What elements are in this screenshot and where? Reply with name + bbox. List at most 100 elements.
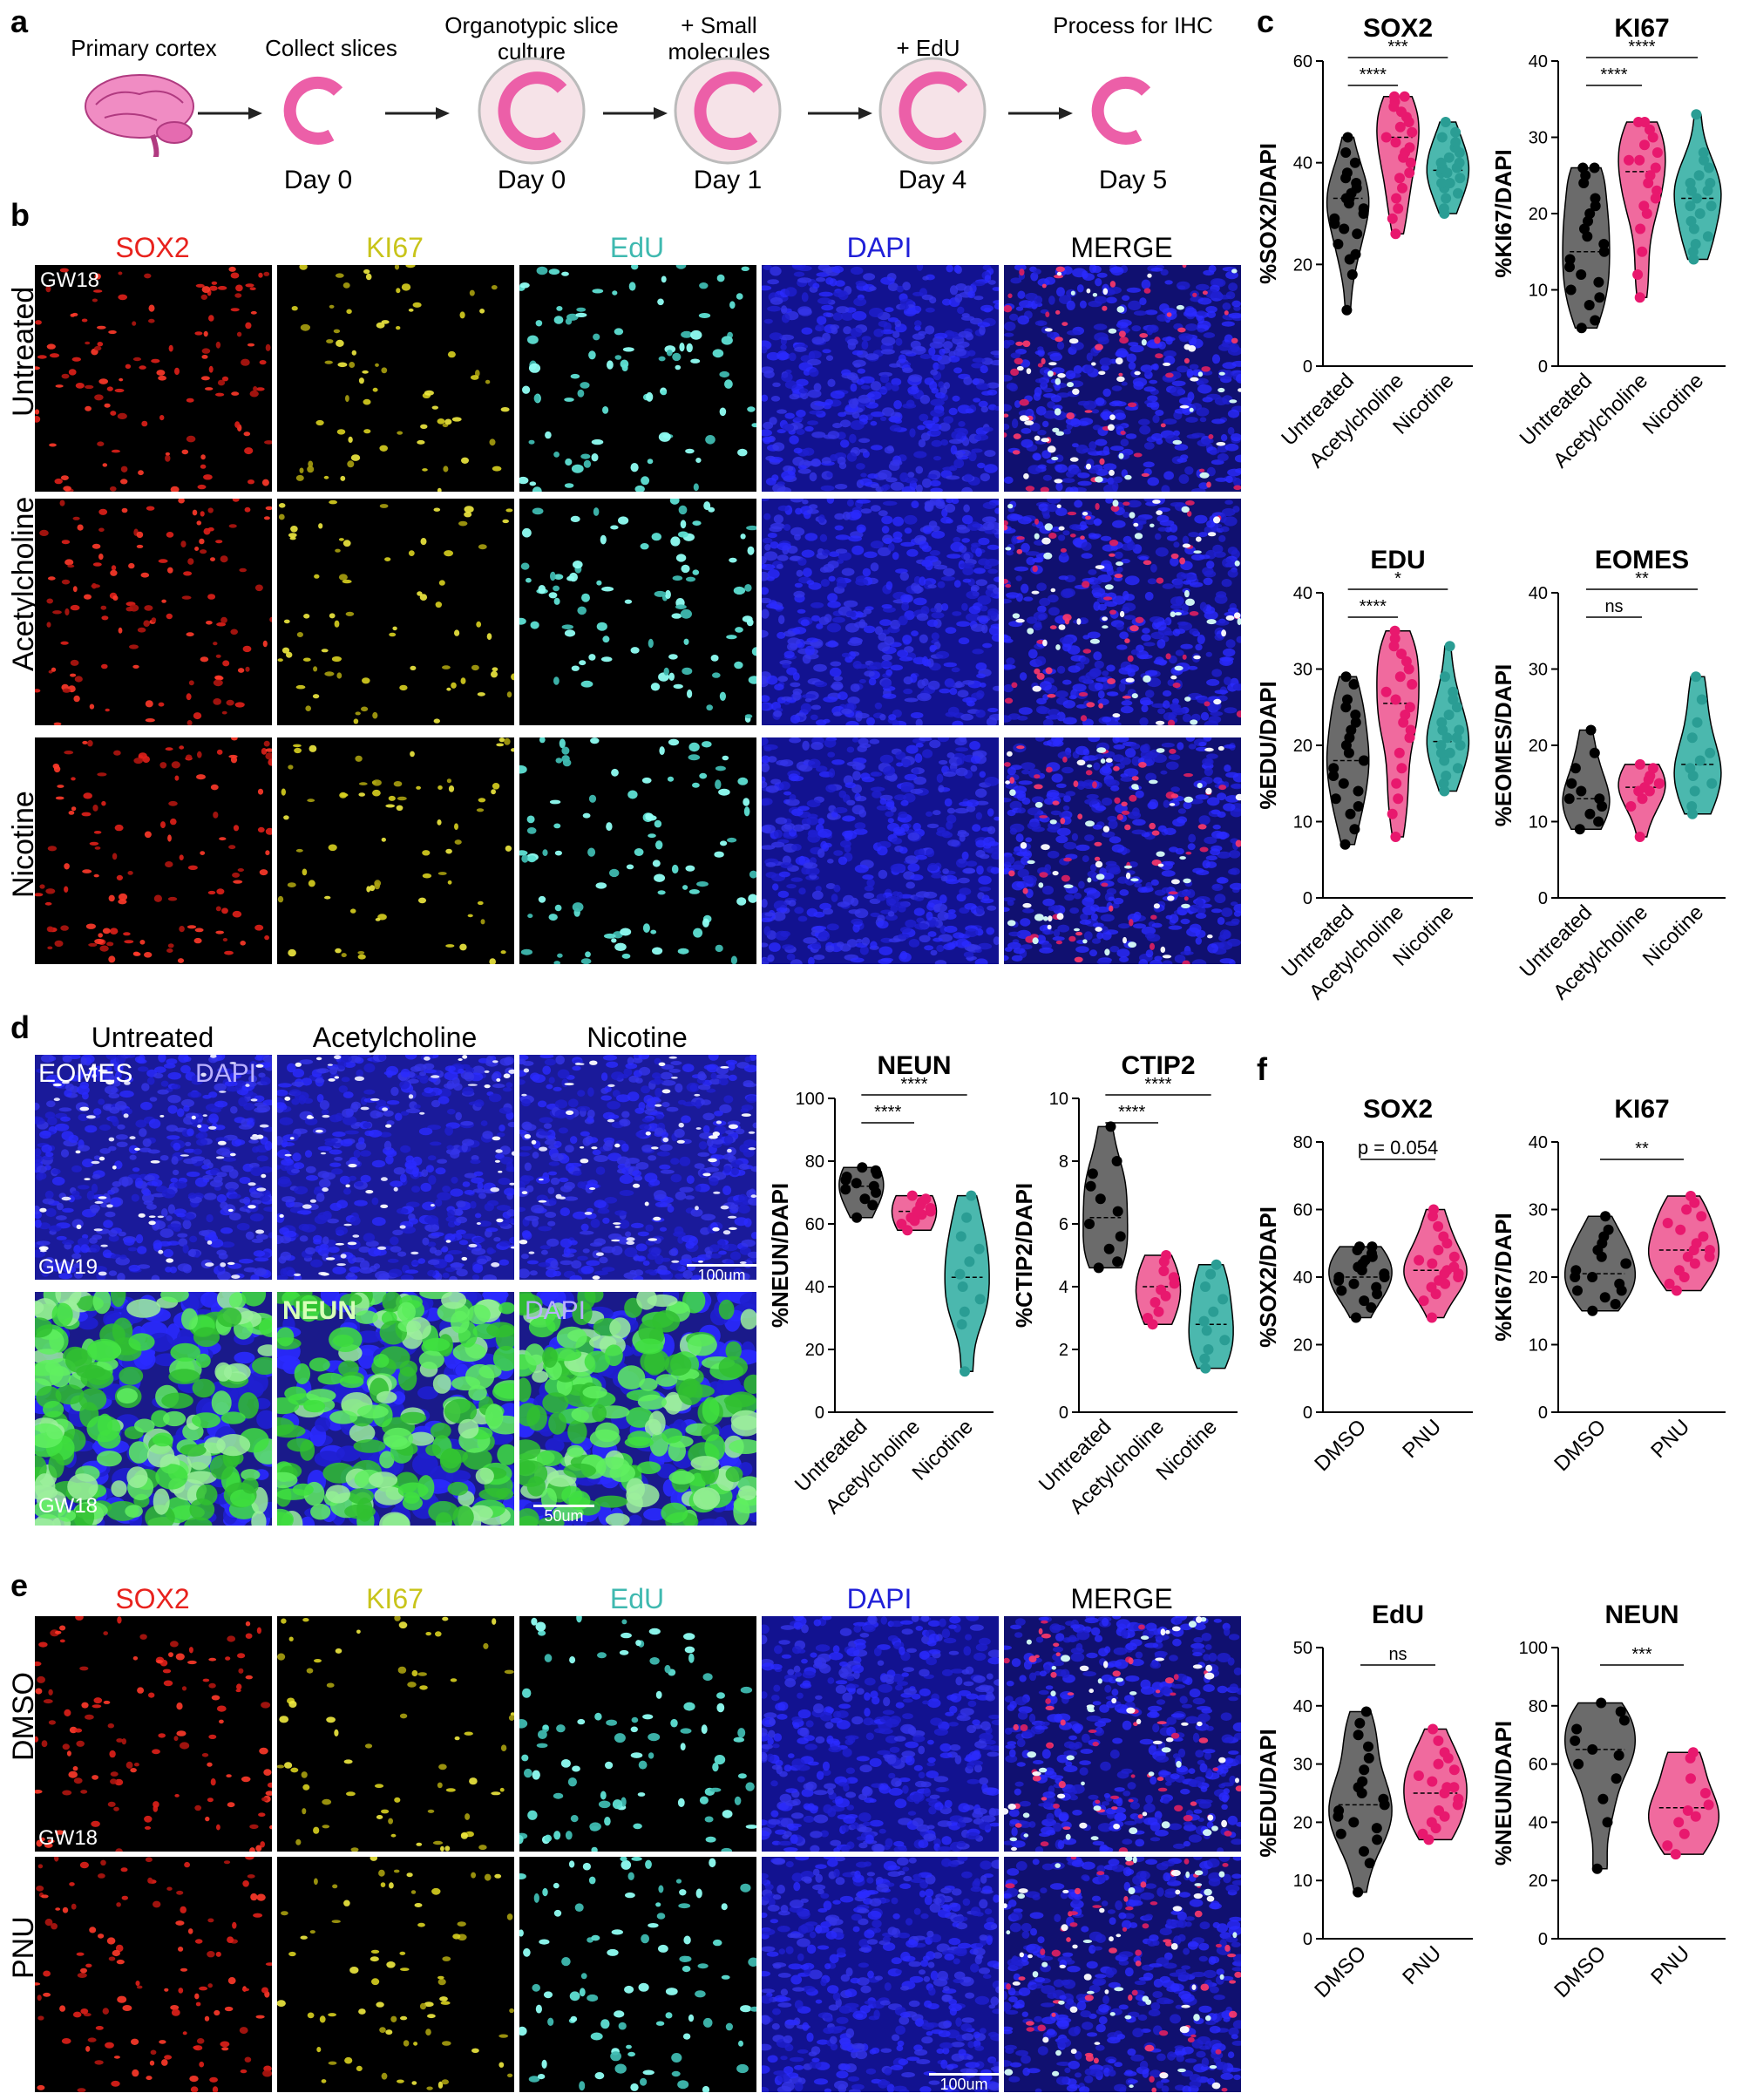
data-point [1428,1205,1439,1215]
data-point [1639,139,1650,150]
data-point [1354,1241,1365,1252]
micrograph-edu-0 [519,265,756,492]
data-point [1351,249,1361,260]
data-point [871,1166,881,1176]
day-label-2: Day 0 [471,166,593,195]
dapi-label-2: DAPI [525,1296,586,1326]
y-tick-label: 0 [815,1403,824,1423]
x-tick-label: PNU [1646,1941,1694,1989]
data-point [907,1191,918,1201]
data-point [1394,173,1405,183]
data-point [1572,1286,1583,1296]
data-point [1635,224,1645,234]
data-point [1353,1730,1364,1740]
data-point [1372,1823,1382,1833]
y-tick-label: 40 [805,1278,824,1297]
data-point [1112,1156,1122,1166]
micrograph-ki67-2 [277,737,514,964]
y-tick-label: 40 [1529,1813,1548,1832]
data-point [1088,1168,1098,1179]
data-point [1577,323,1587,333]
channel-label-merge: MERGE [1004,232,1239,264]
y-tick-label: 10 [1293,1872,1312,1891]
data-point [1339,224,1349,234]
data-point [1671,1849,1681,1859]
data-point [1391,137,1401,147]
data-point [1455,173,1465,183]
data-point [1379,1268,1389,1279]
data-point [1635,832,1645,842]
data-point [1706,200,1717,211]
step-label-5: Process for IHC [1041,12,1224,38]
data-point [1143,1313,1153,1323]
data-point [1598,239,1609,249]
data-point [966,1191,976,1201]
data-point [1204,1344,1214,1355]
y-tick-label: 50 [1293,1639,1312,1658]
y-tick-label: 20 [1293,1336,1312,1356]
data-point [1405,142,1415,153]
data-point [1625,801,1636,812]
gestational-week-tag-d2: GW18 [38,1494,98,1519]
processed-slice-icon [1085,74,1163,153]
data-point [1584,809,1595,819]
data-point [1353,801,1364,812]
condition-label-nicotine: Nicotine [519,1022,755,1054]
y-tick-label: 20 [1529,205,1548,224]
data-point [1444,710,1455,720]
significance-label: **** [1600,65,1627,85]
data-point [1393,203,1403,214]
y-axis-label: %EDU/DAPI [1255,681,1281,809]
data-point [1341,671,1352,682]
data-point [1453,188,1463,199]
data-point [1199,1316,1210,1327]
data-point [1576,269,1586,280]
micrograph-dapi-2 [762,737,999,964]
significance-label: ** [1635,569,1649,588]
data-point [1393,793,1403,804]
y-tick-label: 40 [1529,1133,1548,1152]
data-point [1594,292,1604,302]
data-point [1341,305,1352,316]
data-point [1406,725,1416,736]
data-point [1154,1307,1164,1317]
data-point [1453,763,1463,773]
y-tick-label: 0 [1303,889,1312,908]
data-point [842,1172,852,1182]
y-tick-label: 2 [1059,1341,1068,1360]
data-point [1405,702,1415,712]
culture-dish-edu-icon [876,54,989,167]
data-point [1367,1241,1377,1252]
y-tick-label: 0 [1538,1930,1548,1949]
y-tick-label: 80 [1293,1133,1312,1152]
data-point [1683,1805,1693,1816]
data-point [1577,163,1588,173]
data-point [1343,133,1353,143]
data-point [1686,801,1697,812]
data-point [1351,1313,1361,1323]
chart-title: EdU [1372,1600,1424,1629]
data-point [1407,127,1417,138]
data-point [1570,1736,1580,1746]
data-point [1691,671,1701,682]
data-point [1217,1294,1228,1304]
data-point [1407,679,1417,690]
data-point [1700,1788,1711,1798]
micrograph-ki67-0 [277,265,514,492]
data-point [1620,1259,1631,1269]
significance-label: *** [1387,37,1408,57]
y-tick-label: 60 [1293,52,1312,71]
data-point [1359,756,1369,766]
y-tick-label: 20 [1293,1813,1312,1832]
data-point [1150,1297,1161,1308]
panel-label-e: e [10,1567,28,1604]
data-point [1199,1354,1210,1364]
data-point [1566,285,1577,296]
data-point [1397,183,1407,194]
data-point [1593,277,1604,288]
condition-label-untreated: Untreated [35,1022,270,1054]
